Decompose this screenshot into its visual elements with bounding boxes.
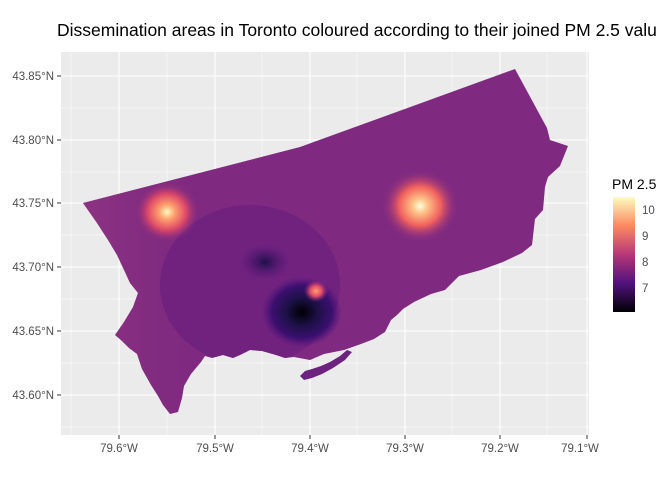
- northwest-hotspot: [135, 182, 199, 242]
- y-tick-label: 43.80°N: [12, 135, 54, 147]
- y-tick-label: 43.70°N: [12, 262, 54, 274]
- x-tick-label: 79.2°W: [481, 443, 519, 455]
- y-tick-label: 43.75°N: [12, 198, 54, 210]
- x-tick-label: 79.4°W: [291, 443, 329, 455]
- legend-title: PM 2.5: [612, 176, 657, 192]
- x-tick-label: 79.6°W: [100, 443, 138, 455]
- legend-label: 10: [642, 205, 655, 217]
- map-title: Dissemination areas in Toronto coloured …: [57, 20, 657, 40]
- y-tick-label: 43.60°N: [12, 390, 54, 402]
- downtown-hotspot: [304, 280, 328, 302]
- midtown-low-spot: [240, 244, 290, 280]
- toronto-islands: [300, 350, 352, 380]
- x-tick-label: 79.3°W: [386, 443, 424, 455]
- legend-label: 9: [642, 231, 649, 243]
- y-tick-label: 43.85°N: [12, 71, 54, 83]
- legend-label: 7: [642, 283, 649, 295]
- downtown-low-spot: [262, 277, 342, 347]
- legend-colorbar: [613, 197, 635, 312]
- x-tick-label: 79.5°W: [196, 443, 234, 455]
- y-tick-label: 43.65°N: [12, 326, 54, 338]
- legend-label: 8: [642, 257, 649, 269]
- axis-ticks: [57, 75, 588, 439]
- northeast-hotspot: [382, 170, 458, 242]
- x-tick-label: 79.1°W: [561, 443, 599, 455]
